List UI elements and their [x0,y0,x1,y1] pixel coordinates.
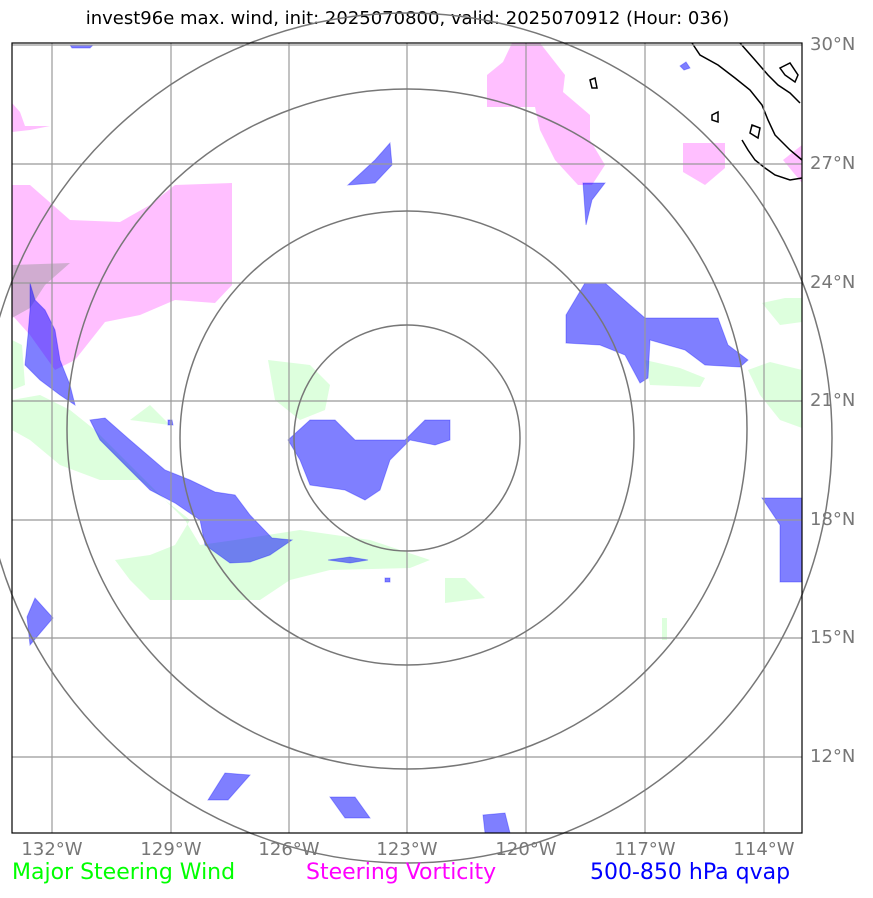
qvap-region [565,282,749,384]
coastline [589,42,803,181]
overlap-region [12,263,70,318]
range-rings [0,12,833,864]
range-ring [179,210,635,666]
wind-region [762,298,802,325]
wind-region [12,395,430,600]
qvap-region [287,419,451,501]
lon-label: 129°W [140,839,202,860]
wind-region [748,362,802,428]
vorticity-region [12,103,50,132]
range-ring [293,324,521,552]
wind-layer [12,298,802,640]
qvap-region [582,182,607,226]
gridlines [12,43,802,833]
wind-region [130,405,170,425]
qvap-region [26,597,54,647]
legend-qvap: 500-850 hPa qvap [590,860,791,885]
vorticity-region [487,43,605,185]
lon-label: 126°W [258,839,320,860]
vorticity-region [12,183,232,370]
map-title: invest96e max. wind, init: 2025070800, v… [85,8,730,29]
qvap-region [327,556,369,564]
legend-vorticity: Steering Vorticity [306,860,497,885]
lat-label: 27°N [810,153,856,174]
wind-region [12,340,25,390]
wind-region [445,578,485,603]
lon-label: 120°W [495,839,557,860]
qvap-region [679,61,691,71]
lon-label: 123°W [376,839,438,860]
qvap-region [482,812,511,834]
qvap-region [24,282,76,407]
lon-label: 114°W [733,839,795,860]
wind-region [645,360,705,387]
lat-label: 21°N [810,390,856,411]
vorticity-layer [12,43,802,370]
lat-label: 24°N [810,272,856,293]
lat-label: 30°N [810,34,856,55]
lat-label: 15°N [810,627,856,648]
qvap-region [329,796,371,819]
range-ring [0,12,833,864]
qvap-region [89,417,294,564]
lon-label: 117°W [614,839,676,860]
wind-region [662,618,667,640]
lon-label: 132°W [21,839,83,860]
qvap-region [207,772,252,801]
plot-frame [11,42,803,834]
wind-region [268,360,330,420]
qvap-layer [24,44,803,834]
lat-label: 18°N [810,509,856,530]
qvap-region [384,577,391,583]
lat-label: 12°N [810,746,856,767]
range-ring [66,88,748,770]
legend-wind: Major Steering Wind [12,860,236,885]
